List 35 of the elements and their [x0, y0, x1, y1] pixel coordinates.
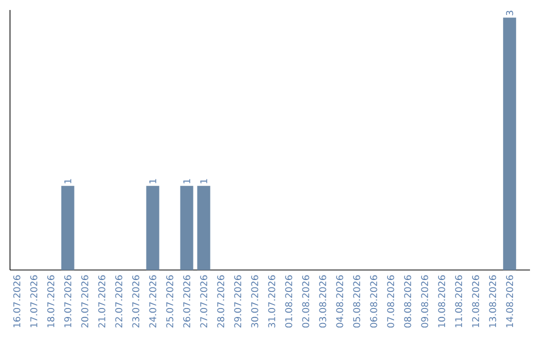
x-tick-label: 06.08.2026: [370, 275, 378, 328]
x-tick-label: 30.07.2026: [251, 275, 258, 328]
x-tick-label: 26.07.2026: [183, 275, 190, 328]
x-tick-label: 20.07.2026: [81, 275, 88, 328]
x-tick-label: 02.08.2026: [302, 275, 310, 328]
x-tick-label: 31.07.2026: [268, 275, 276, 328]
data-label: 1: [149, 179, 156, 184]
x-tick-label: 10.08.2026: [438, 275, 446, 328]
x-tick-label: 05.08.2026: [353, 275, 360, 328]
x-tick-label: 27.07.2026: [200, 275, 208, 328]
x-tick-label: 22.07.2026: [115, 275, 122, 328]
x-tick-label: 24.07.2026: [149, 275, 156, 328]
x-tick-label: 08.08.2026: [404, 275, 412, 328]
x-tick-label: 11.08.2026: [455, 275, 462, 328]
x-tick-label: 01.08.2026: [285, 275, 292, 328]
data-label: 1: [64, 179, 72, 184]
x-tick-label: 25.07.2026: [166, 275, 174, 328]
x-tick-label: 29.07.2026: [234, 275, 242, 328]
x-tick-label: 07.08.2026: [387, 275, 394, 328]
x-tick-label: 14.08.2026: [506, 275, 514, 328]
x-tick-label: 28.07.2026: [217, 275, 224, 328]
x-tick-label: 23.07.2026: [132, 275, 140, 328]
data-label: 1: [183, 179, 190, 184]
x-tick-label: 04.08.2026: [336, 275, 344, 328]
x-tick-label: 13.08.2026: [489, 275, 496, 328]
data-label: 3: [506, 10, 514, 16]
x-tick-label: 12.08.2026: [472, 275, 480, 328]
x-tick-label: 18.07.2026: [47, 275, 54, 328]
x-tick-label: 16.07.2026: [13, 275, 20, 328]
x-tick-label: 21.07.2026: [98, 275, 106, 328]
data-label: 1: [200, 179, 208, 184]
x-tick-label: 19.07.2026: [64, 275, 72, 328]
x-tick-label: 09.08.2026: [421, 275, 428, 328]
x-tick-label: 17.07.2026: [30, 275, 38, 328]
x-tick-label: 03.08.2026: [319, 275, 326, 328]
